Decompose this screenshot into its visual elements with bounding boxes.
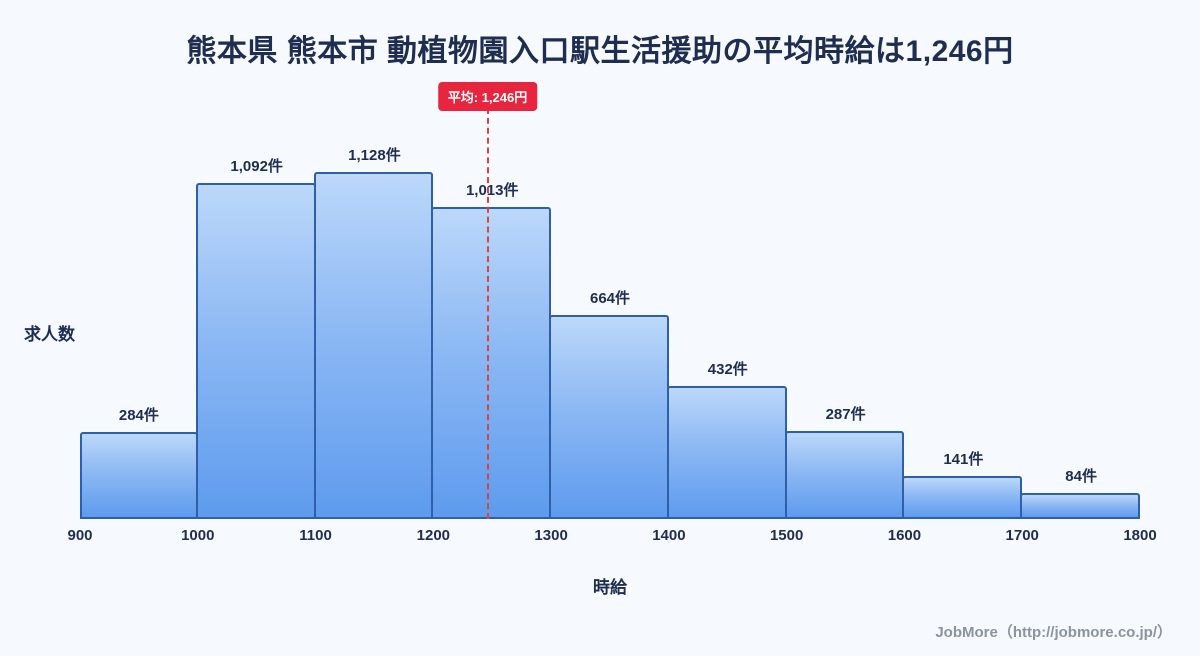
bar-slot: 141件 [902, 134, 1023, 519]
x-axis-tick: 1800 [1123, 527, 1157, 544]
y-axis-label: 求人数 [24, 324, 75, 344]
x-axis-tick: 1100 [299, 527, 332, 544]
x-axis-ticks: 900 1000 1100 1200 1300 1400 1500 1600 1700 1800 [67, 527, 1156, 547]
average-badge: 平均: 1,246円 [437, 82, 538, 111]
bar-value-label: 1,013件 [465, 182, 519, 199]
average-line [486, 108, 489, 519]
histogram-bar [1020, 493, 1141, 519]
histogram-bar [666, 385, 787, 519]
footer-credit: JobMore（http://jobmore.co.jp/） [935, 624, 1172, 641]
histogram-bar [431, 207, 552, 519]
bar-slot: 84件 [1020, 134, 1141, 519]
x-axis-tick: 1000 [181, 527, 215, 544]
bar-value-label: 287件 [825, 405, 866, 423]
x-axis-label: 時給 [593, 578, 627, 597]
x-axis-tick: 1700 [1005, 527, 1039, 544]
histogram-bar [784, 430, 905, 519]
bar-slot: 432件 [666, 134, 787, 519]
bar-slot: 284件 [80, 134, 198, 519]
infographic: 熊本県 熊本市 動植物園入口駅生活援助の平均時給は1,246円 求人数 平均: … [0, 26, 1200, 641]
bar-slot: 287件 [784, 134, 905, 519]
histogram-bar [313, 171, 434, 519]
histogram-bar [80, 431, 198, 519]
bar-value-label: 84件 [1065, 468, 1097, 486]
histogram-bar [195, 182, 316, 519]
x-axis-tick: 900 [67, 527, 93, 544]
bar-slot: 1,092件 [195, 134, 316, 519]
x-axis-tick: 1300 [534, 527, 568, 544]
x-axis-tick: 1500 [769, 527, 804, 544]
x-axis-tick: 1200 [416, 527, 451, 544]
bar-slot: 664件 [549, 134, 669, 519]
bar-value-label: 432件 [707, 360, 748, 378]
bar-value-label: 1,128件 [348, 146, 401, 164]
x-axis-tick: 1400 [652, 527, 686, 544]
bar-value-label: 141件 [943, 450, 984, 468]
bar-value-label: 664件 [590, 289, 631, 307]
histogram-chart: 求人数 平均: 1,246円 284件 1,092件 1,128件 1,013件 664… [24, 82, 1157, 598]
histogram-bar [902, 475, 1023, 519]
x-axis-tick: 1600 [887, 527, 922, 544]
page-title: 熊本県 熊本市 動植物園入口駅生活援助の平均時給は1,246円 [186, 35, 1014, 68]
bar-value-label: 284件 [118, 406, 159, 424]
bar-value-label: 1,092件 [230, 157, 283, 175]
bar-slot: 1,013件 [431, 134, 552, 519]
histogram-bar [549, 314, 669, 519]
plot-area: 平均: 1,246円 284件 1,092件 1,128件 1,013件 664件 432… [80, 82, 1141, 519]
bar-slot: 1,128件 [313, 134, 434, 519]
